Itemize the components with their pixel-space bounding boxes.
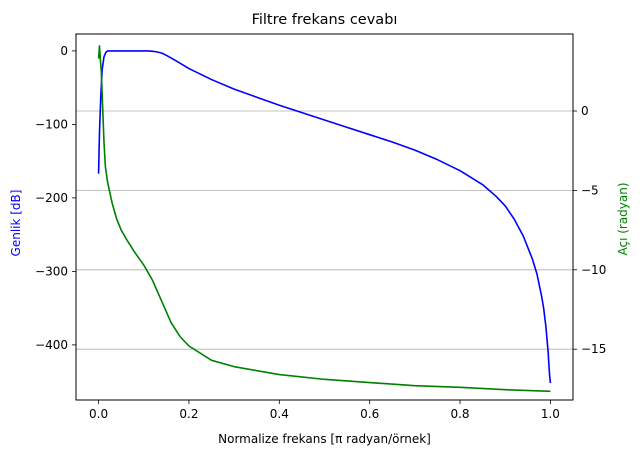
right-y-tick-label: 0: [581, 104, 589, 118]
left-y-tick-label: −100: [35, 117, 68, 131]
x-tick-label: 0.0: [89, 407, 108, 421]
phase-line: [97, 45, 551, 393]
x-tick-label: 0.2: [179, 407, 198, 421]
left-y-tick-label: −400: [35, 338, 68, 352]
x-tick-label: 0.8: [450, 407, 469, 421]
left-y-tick-label: −200: [35, 191, 68, 205]
right-y-tick-label: −15: [581, 342, 606, 356]
magnitude-line: [97, 50, 552, 384]
x-tick-label: 0.4: [270, 407, 289, 421]
right-y-axis-ticks: 0 −5 −10 −15: [573, 104, 606, 356]
series-lines: [97, 45, 552, 393]
chart-title: Filtre frekans cevabı: [252, 12, 398, 28]
left-y-axis-label: Genlik [dB]: [9, 190, 23, 257]
plot-frame: [75, 33, 574, 401]
right-y-tick-label: −10: [581, 263, 606, 277]
left-y-tick-label: −300: [35, 264, 68, 278]
x-tick-label: 1.0: [541, 407, 560, 421]
left-y-tick-label: 0: [60, 44, 68, 58]
right-y-tick-label: −5: [581, 183, 599, 197]
x-tick-label: 0.6: [360, 407, 379, 421]
x-axis-ticks: 0.0 0.2 0.4 0.6 0.8 1.0: [89, 400, 560, 421]
right-y-axis-label: Açı (radyan): [616, 182, 630, 255]
grid-lines: [76, 110, 573, 350]
left-y-axis-ticks: 0 −100 −200 −300 −400: [35, 44, 76, 352]
x-axis-label: Normalize frekans [π radyan/örnek]: [218, 432, 431, 446]
